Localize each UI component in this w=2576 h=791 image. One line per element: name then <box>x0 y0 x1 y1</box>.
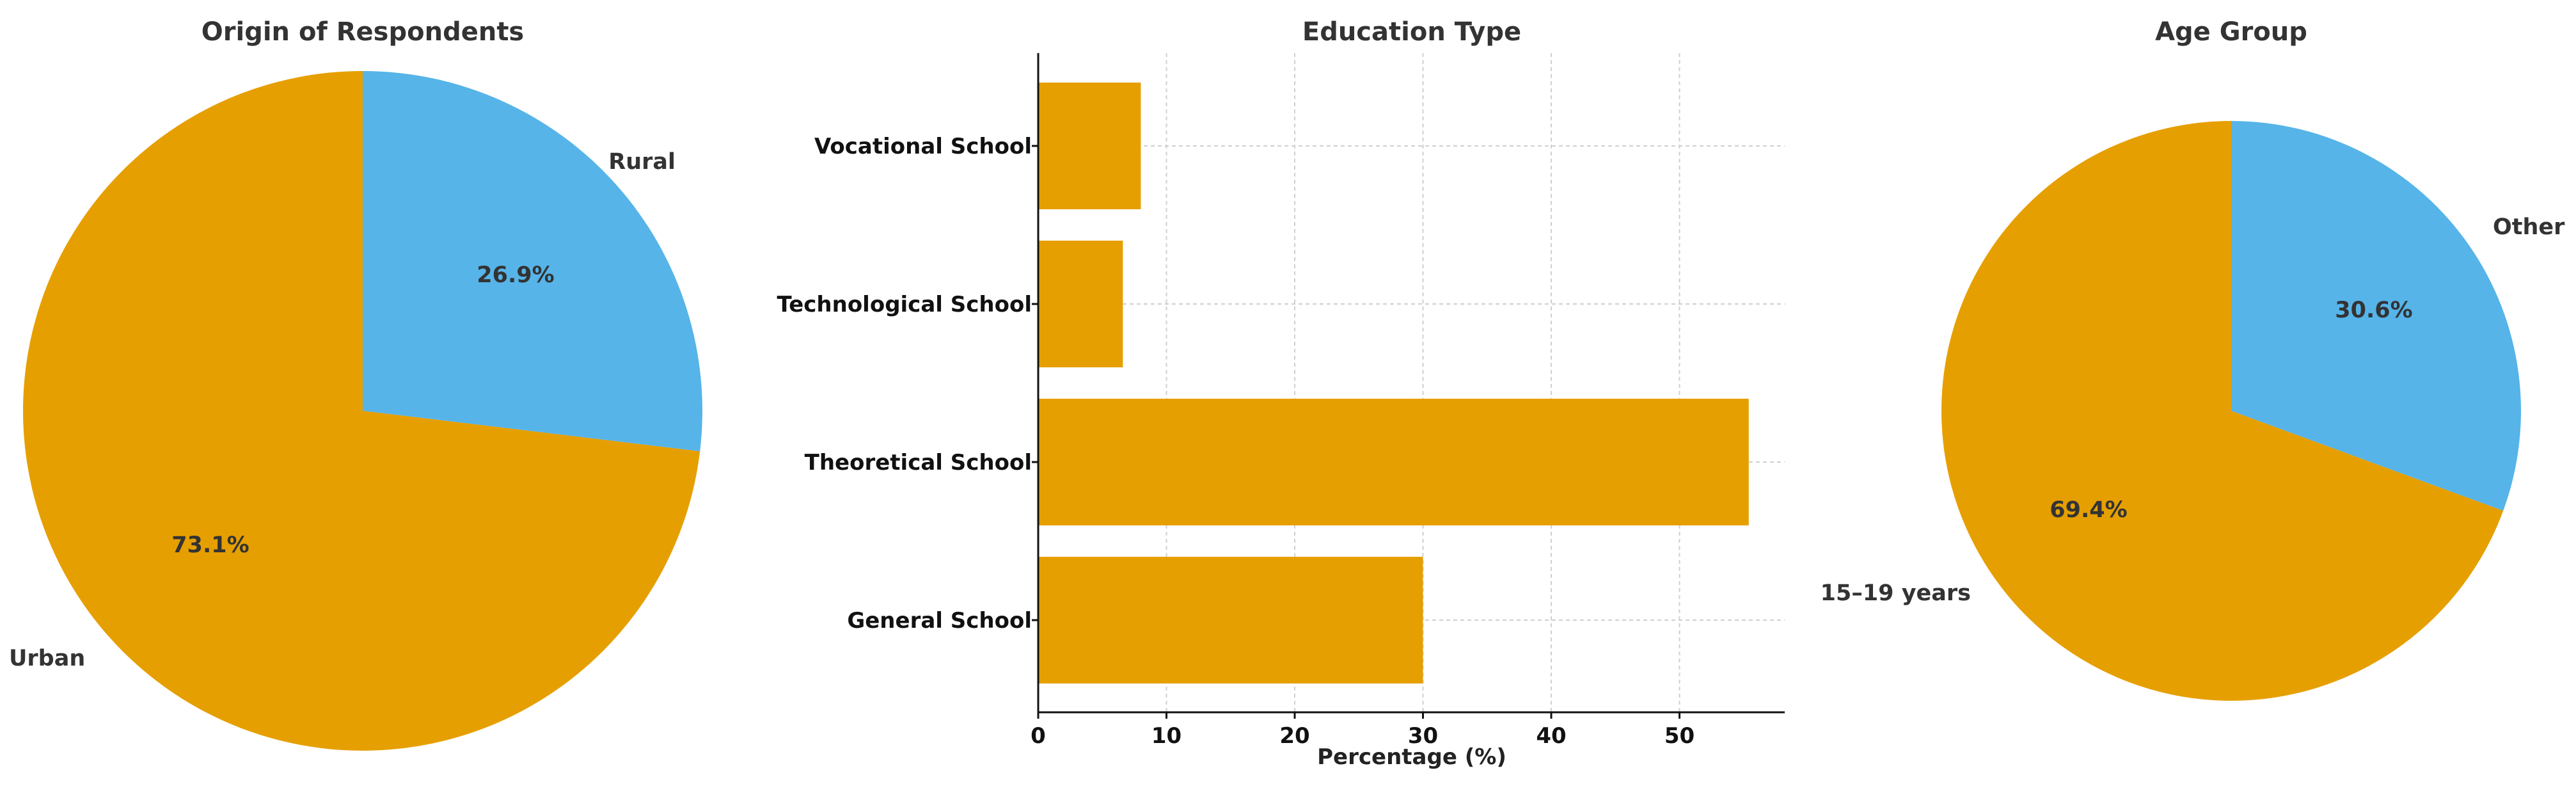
x-tick-label-20: 20 <box>1279 723 1309 749</box>
pie-slice-urban <box>22 71 700 751</box>
x-tick-label-10: 10 <box>1151 723 1181 749</box>
pie-slice-pct-urban: 73.1% <box>171 532 249 558</box>
pie-slice-pct-rural: 26.9% <box>477 262 554 288</box>
x-tick-label-0: 0 <box>1031 723 1046 749</box>
pie-slice-rural <box>363 71 702 452</box>
bar-theoretical-school <box>1038 399 1749 525</box>
y-tick-label-vocational-school: Vocational School <box>814 134 1032 159</box>
pie-slice-label-15-19: 15–19 years <box>1821 580 1971 606</box>
bar-technological-school <box>1038 241 1123 367</box>
age-pie-slices <box>1941 121 2521 701</box>
pie-slice-pct-other: 30.6% <box>2335 298 2412 323</box>
age-pie-chart: Age Group Other 15–19 years 30.6% 69.4% <box>1821 17 2565 701</box>
x-tick-label-50: 50 <box>1664 723 1695 749</box>
bar-chart-x-axis-label: Percentage (%) <box>1317 744 1506 770</box>
pie-slice-label-other: Other <box>2493 214 2565 240</box>
y-tick-label-theoretical-school: Theoretical School <box>805 450 1032 475</box>
education-bar-chart: Education Type Vocational School Technolo… <box>777 17 1785 770</box>
age-pie-title: Age Group <box>2155 17 2307 47</box>
pie-slice-label-urban: Urban <box>9 646 85 671</box>
y-tick-label-general-school: General School <box>847 608 1032 634</box>
pie-slice-15-19-years <box>1941 121 2504 701</box>
bar-chart-bars <box>1038 83 1749 683</box>
origin-pie-chart: Origin of Respondents Rural Urban 26.9% … <box>9 17 702 751</box>
origin-pie-slices <box>22 71 702 751</box>
pie-slice-other <box>2231 121 2521 511</box>
bar-general-school <box>1038 557 1423 683</box>
pie-slice-label-rural: Rural <box>608 149 676 175</box>
x-tick-label-40: 40 <box>1536 723 1566 749</box>
pie-slice-pct-15-19: 69.4% <box>2050 497 2127 523</box>
bar-vocational-school <box>1038 83 1141 209</box>
bar-chart-x-ticks: 0 10 20 30 40 50 <box>1031 712 1695 749</box>
y-tick-label-technological-school: Technological School <box>777 292 1032 317</box>
bar-chart-category-labels: Vocational School Technological School The… <box>777 134 1038 634</box>
bar-chart-title: Education Type <box>1302 17 1521 47</box>
x-tick-label-30: 30 <box>1408 723 1438 749</box>
origin-pie-title: Origin of Respondents <box>201 17 525 47</box>
